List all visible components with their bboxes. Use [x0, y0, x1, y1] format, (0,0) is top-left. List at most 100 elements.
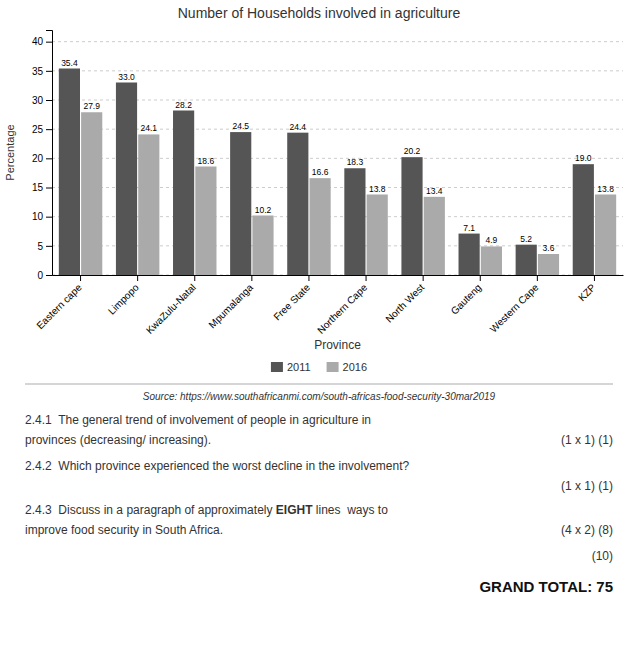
x-tick: North West [383, 275, 426, 325]
x-tick-label: Limpopo [106, 281, 141, 316]
y-tick-mark [46, 217, 52, 218]
grid-line [52, 129, 623, 130]
y-tick-label: 5 [37, 241, 43, 252]
bar [81, 112, 102, 275]
x-tick: KZP [576, 275, 598, 303]
x-tick-mark [251, 275, 252, 281]
bar [116, 83, 137, 276]
grid-line [52, 41, 623, 42]
data-label: 27.9 [83, 101, 100, 111]
legend-item: 2016 [327, 361, 367, 373]
data-label: 10.2 [255, 205, 272, 215]
data-label: 16.6 [312, 167, 329, 177]
legend-item: 2011 [271, 361, 311, 373]
grid-line [52, 100, 623, 101]
bar [230, 132, 251, 275]
y-tick-label: 40 [32, 36, 44, 47]
grid [52, 42, 623, 275]
question-text: provinces (decreasing/ increasing). [25, 433, 211, 447]
grid-line [52, 158, 623, 159]
data-label: 13.4 [426, 186, 443, 196]
x-tick-label: Mpumalanga [206, 281, 255, 330]
bar [252, 216, 273, 276]
bars [59, 69, 616, 276]
y-tick: 30 [32, 95, 52, 106]
grid-line [52, 216, 623, 217]
data-label: 13.8 [369, 184, 386, 194]
chart-svg: Number of Households involved in agricul… [0, 0, 638, 657]
y-tick: 5 [37, 241, 52, 252]
bar [287, 133, 308, 275]
y-tick-mark [46, 158, 52, 159]
bar [344, 168, 365, 275]
data-label: 19.0 [575, 153, 592, 163]
y-tick-mark [46, 42, 52, 43]
question-text-part: lines ways to [312, 503, 388, 517]
bar [173, 111, 194, 276]
y-tick-mark [46, 100, 52, 101]
y-axis-title: Percentage [4, 124, 16, 180]
legend-swatch [271, 362, 283, 372]
data-label: 28.2 [175, 100, 192, 110]
y-tick-mark [46, 71, 52, 72]
x-tick: Gauteng [449, 275, 484, 317]
y-tick-mark [46, 188, 52, 189]
legend: 2011 2016 [271, 361, 367, 373]
y-tick-label: 30 [32, 95, 44, 106]
data-labels: 35.433.028.224.524.418.320.27.15.219.027… [61, 58, 614, 254]
x-tick-mark [194, 275, 195, 281]
marks-text: (1 x 1) (1) [561, 479, 613, 493]
bar [595, 195, 616, 276]
x-tick: Western Cape [488, 275, 541, 335]
data-label: 4.9 [485, 235, 497, 245]
bar [59, 69, 80, 276]
chart-container: Number of Households involved in agricul… [0, 0, 638, 657]
x-tick-mark [137, 275, 138, 281]
bar [367, 195, 388, 276]
plot-area: 0 5 10 15 20 25 30 35 40 Eastern capeLimpopoKwaZu… [32, 31, 624, 336]
grid-line [52, 70, 623, 71]
grand-total: GRAND TOTAL: 75 [479, 578, 613, 595]
emphasis-text: EIGHT [276, 503, 313, 517]
question-text-part: 2.4.3 Discuss in a paragraph of approxim… [25, 503, 276, 517]
x-tick-label: KwaZulu-Natal [144, 282, 198, 336]
bar [195, 167, 216, 276]
bar-series [81, 112, 616, 275]
bar-series [59, 69, 594, 276]
separator [25, 384, 613, 385]
x-tick-mark [537, 275, 538, 281]
x-axis: Eastern capeLimpopoKwaZulu-NatalMpumalan… [34, 275, 623, 336]
x-tick-label: Gauteng [449, 282, 484, 317]
y-tick-label: 20 [32, 153, 44, 164]
bar [310, 178, 331, 275]
question-text: improve food security in South Africa. [25, 523, 223, 537]
bar [401, 157, 422, 275]
total-marks: (10) [592, 549, 613, 563]
source-text: Source: https://www.southafricanmi.com/s… [143, 391, 496, 402]
bar [138, 134, 159, 275]
x-tick-mark [80, 275, 81, 281]
y-tick: 40 [32, 36, 52, 47]
x-tick-label: Free State [271, 281, 312, 322]
data-label: 33.0 [118, 72, 135, 82]
y-tick: 25 [32, 124, 52, 135]
grid-line [52, 187, 623, 188]
data-label: 7.1 [463, 223, 475, 233]
question-text: 2.4.2 Which province experienced the wor… [25, 459, 410, 473]
x-tick-mark [308, 275, 309, 281]
y-tick-label: 15 [32, 182, 44, 193]
x-tick: Northern Cape [315, 275, 369, 336]
y-tick: 10 [32, 211, 52, 222]
x-tick: Mpumalanga [206, 275, 255, 330]
data-label: 5.2 [520, 234, 532, 244]
question-text: 2.4.1 The general trend of involvement o… [25, 413, 371, 427]
data-label: 35.4 [61, 58, 78, 68]
data-label: 20.2 [404, 146, 421, 156]
x-tick-label: Western Cape [488, 281, 541, 334]
chart-title: Number of Households involved in agricul… [178, 5, 461, 21]
x-tick: Limpopo [106, 275, 141, 317]
y-tick: 35 [32, 66, 52, 77]
x-axis-title: Province [314, 338, 361, 352]
y-tick-label: 0 [37, 270, 43, 281]
bar [459, 234, 480, 275]
